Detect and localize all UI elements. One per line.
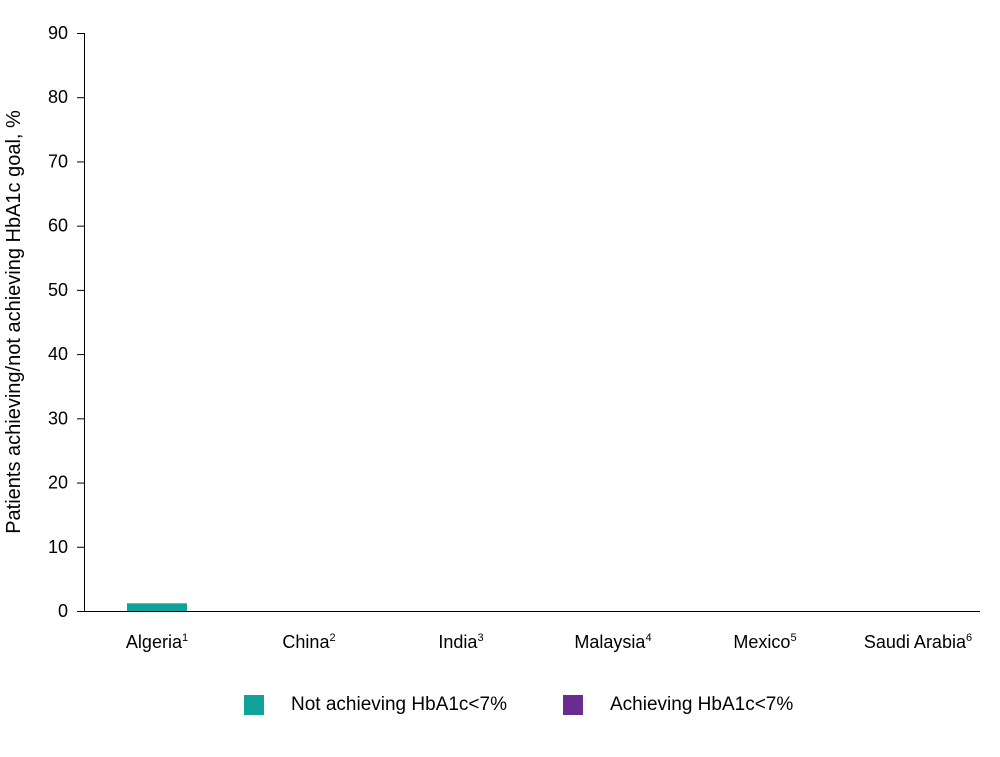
y-axis-ticks: 0 10 20 30 40 50 60 70 80 90 (48, 23, 84, 621)
y-tick-label-60: 60 (48, 216, 68, 236)
legend-label-achieving: Achieving HbA1c<7% (610, 694, 794, 715)
bar-algeria-series-0 (127, 603, 187, 611)
y-tick-label-0: 0 (58, 601, 68, 621)
legend-item-achieving: Achieving HbA1c<7% (563, 694, 793, 716)
category-name: Saudi Arabia (864, 632, 967, 652)
category-reference: 4 (645, 632, 651, 644)
x-tick-label-malaysia: Malaysia4 (574, 632, 651, 652)
y-axis-label: Patients achieving/not achieving HbA1c g… (3, 110, 25, 534)
category-name: Malaysia (574, 632, 646, 652)
category-reference: 5 (790, 632, 796, 644)
y-tick-label-50: 50 (48, 280, 68, 300)
category-reference: 2 (329, 632, 335, 644)
category-reference: 3 (477, 632, 483, 644)
category-name: India (438, 632, 478, 652)
x-tick-label-saudi-arabia: Saudi Arabia6 (864, 632, 972, 652)
category-reference: 1 (182, 632, 188, 644)
y-tick-label-90: 90 (48, 23, 68, 43)
category-reference: 6 (966, 632, 972, 644)
legend-swatch-not-achieving (244, 695, 264, 715)
bars (127, 603, 187, 611)
x-tick-label-algeria: Algeria1 (126, 632, 188, 652)
category-name: Algeria (126, 632, 183, 652)
category-name: Mexico (733, 632, 790, 652)
category-name: China (282, 632, 330, 652)
y-tick-label-80: 80 (48, 87, 68, 107)
y-tick-label-30: 30 (48, 408, 68, 428)
x-tick-label-mexico: Mexico5 (733, 632, 796, 652)
legend-swatch-achieving (563, 695, 583, 715)
legend-item-not-achieving: Not achieving HbA1c<7% (244, 694, 507, 716)
x-tick-label-india: India3 (438, 632, 483, 652)
legend-label-not-achieving: Not achieving HbA1c<7% (291, 694, 507, 715)
y-tick-label-10: 10 (48, 537, 68, 557)
y-tick-label-20: 20 (48, 473, 68, 493)
x-tick-label-china: China2 (282, 632, 335, 652)
legend: Not achieving HbA1c<7% Achieving HbA1c<7… (244, 694, 849, 716)
y-tick-label-70: 70 (48, 151, 68, 171)
x-axis-labels: Algeria1 China2 India3 Malaysia4 Mexico5 Saud… (126, 632, 972, 652)
y-tick-label-40: 40 (48, 344, 68, 364)
